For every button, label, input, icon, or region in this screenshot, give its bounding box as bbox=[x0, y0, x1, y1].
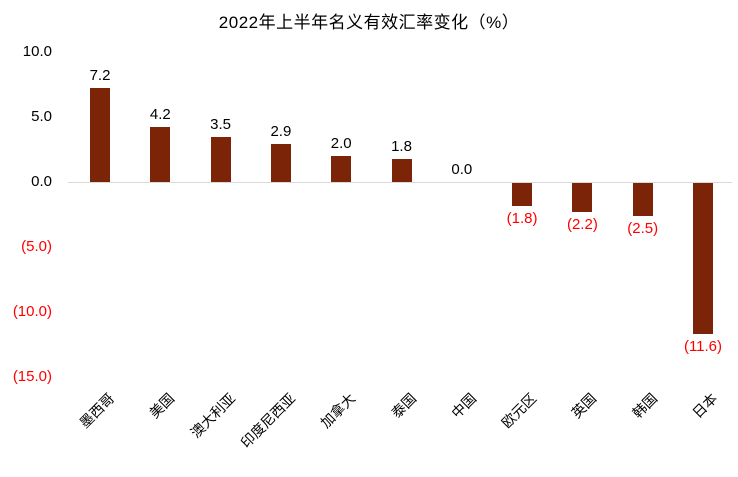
bar bbox=[693, 183, 713, 334]
category-label: 印度尼西亚 bbox=[237, 390, 299, 451]
bar-value-label: 2.0 bbox=[330, 135, 352, 152]
bar-value-label: 0.0 bbox=[451, 161, 473, 178]
bar-value-label: 3.5 bbox=[210, 115, 232, 133]
category-label: 澳大利亚 bbox=[187, 390, 238, 441]
y-axis-tick-label: 10.0 bbox=[22, 43, 52, 60]
bar bbox=[270, 144, 291, 182]
y-axis-tick-label: 0.0 bbox=[31, 173, 52, 190]
bar-value-label: (11.6) bbox=[683, 337, 723, 355]
bar-value-label: (1.8) bbox=[506, 210, 538, 228]
category-label: 韩国 bbox=[628, 390, 661, 422]
bar bbox=[512, 183, 533, 207]
bar bbox=[210, 136, 231, 182]
y-axis-tick-label: 5.0 bbox=[31, 108, 52, 125]
bar-value-label: 2.9 bbox=[270, 123, 292, 141]
bar bbox=[331, 156, 352, 182]
category-label: 日本 bbox=[689, 390, 721, 422]
bar bbox=[150, 127, 171, 182]
category-label: 泰国 bbox=[387, 390, 419, 422]
chart-title: 2022年上半年名义有效汇率变化（%） bbox=[218, 13, 520, 32]
category-label: 美国 bbox=[146, 390, 178, 422]
bar bbox=[90, 88, 110, 182]
bar-value-label: (2.2) bbox=[566, 215, 598, 233]
bar bbox=[632, 183, 653, 216]
category-label: 中国 bbox=[448, 390, 480, 422]
bar bbox=[572, 183, 593, 212]
bar-value-label: 4.2 bbox=[149, 106, 171, 124]
category-label: 英国 bbox=[568, 390, 600, 422]
category-label: 加拿大 bbox=[317, 390, 359, 432]
x-axis-zero-line bbox=[68, 182, 732, 183]
bar bbox=[391, 158, 412, 182]
bar-value-label: 1.8 bbox=[391, 137, 412, 155]
category-label: 墨西哥 bbox=[76, 390, 118, 432]
category-label: 欧元区 bbox=[498, 390, 540, 432]
y-axis-tick-label: (15.0) bbox=[12, 368, 52, 385]
bar-value-label: (2.5) bbox=[627, 219, 659, 237]
y-axis-tick-label: (10.0) bbox=[12, 303, 52, 320]
y-axis-tick-label: (5.0) bbox=[21, 238, 52, 255]
bar-value-label: 7.2 bbox=[89, 67, 111, 85]
